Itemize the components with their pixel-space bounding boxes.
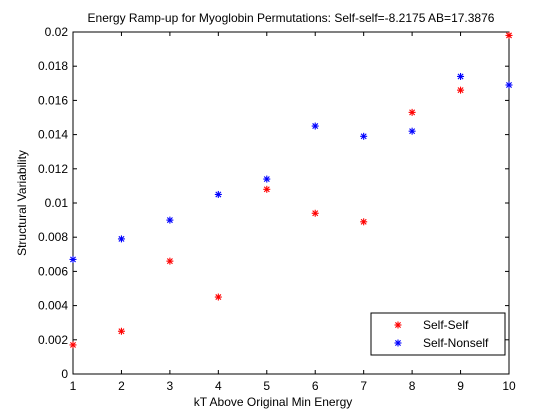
legend-marker-series-1	[394, 321, 402, 329]
legend-label-series-1: Self-Self	[423, 318, 469, 332]
x-tick-label: 4	[215, 379, 222, 393]
data-point-series-2	[408, 127, 416, 135]
data-point-series-1	[408, 108, 416, 116]
data-point-series-1	[214, 293, 222, 301]
x-tick-label: 3	[167, 379, 174, 393]
x-tick-label: 10	[502, 379, 516, 393]
data-point-series-2	[505, 81, 513, 89]
data-point-series-1	[117, 327, 125, 335]
data-point-series-1	[166, 257, 174, 265]
y-tick-label: 0.018	[38, 59, 68, 73]
data-point-series-2	[117, 235, 125, 243]
axis-ticks: 1 2 3 4 5 6 7 8 9 10 0 0.002 0.004 0.006 0.008 0.01 0.01…	[38, 25, 516, 393]
data-point-series-2	[360, 132, 368, 140]
y-tick-label: 0.01	[45, 196, 69, 210]
data-point-series-2	[457, 72, 465, 80]
axes-box	[72, 31, 510, 375]
data-point-series-2	[69, 255, 77, 263]
data-point-series-1	[505, 31, 513, 39]
x-tick-label: 5	[263, 379, 270, 393]
y-tick-label: 0.012	[38, 162, 68, 176]
data-point-series-2	[214, 190, 222, 198]
y-tick-label: 0.014	[38, 128, 68, 142]
y-axis-label: Structural Variability	[15, 150, 29, 256]
x-tick-label: 6	[312, 379, 319, 393]
y-tick-label: 0.006	[38, 264, 68, 278]
data-point-series-1	[311, 209, 319, 217]
legend-marker-series-2	[394, 339, 402, 347]
x-axis-label: kT Above Original Min Energy	[194, 395, 353, 409]
x-tick-label: 9	[457, 379, 464, 393]
legend-box	[370, 312, 506, 356]
y-tick-label: 0.02	[45, 25, 69, 39]
data-point-series-1	[457, 86, 465, 94]
data-point-series-1	[360, 218, 368, 226]
y-tick-label: 0.004	[38, 299, 68, 313]
y-tick-label: 0.016	[38, 93, 68, 107]
legend-label-series-2: Self-Nonself	[423, 336, 489, 350]
x-tick-label: 2	[118, 379, 125, 393]
data-point-series-1	[69, 341, 77, 349]
legend: Self-Self Self-Nonself	[370, 312, 506, 356]
x-tick-label: 1	[70, 379, 77, 393]
y-tick-label: 0	[61, 367, 68, 381]
data-point-series-2	[263, 175, 271, 183]
data-point-series-2	[311, 122, 319, 130]
chart-title: Energy Ramp-up for Myoglobin Permutation…	[88, 11, 495, 25]
data-point-series-2	[166, 216, 174, 224]
y-tick-label: 0.008	[38, 230, 68, 244]
x-tick-label: 7	[360, 379, 367, 393]
data-points	[69, 31, 513, 349]
data-point-series-1	[263, 185, 271, 193]
x-tick-label: 8	[409, 379, 416, 393]
y-tick-label: 0.002	[38, 333, 68, 347]
